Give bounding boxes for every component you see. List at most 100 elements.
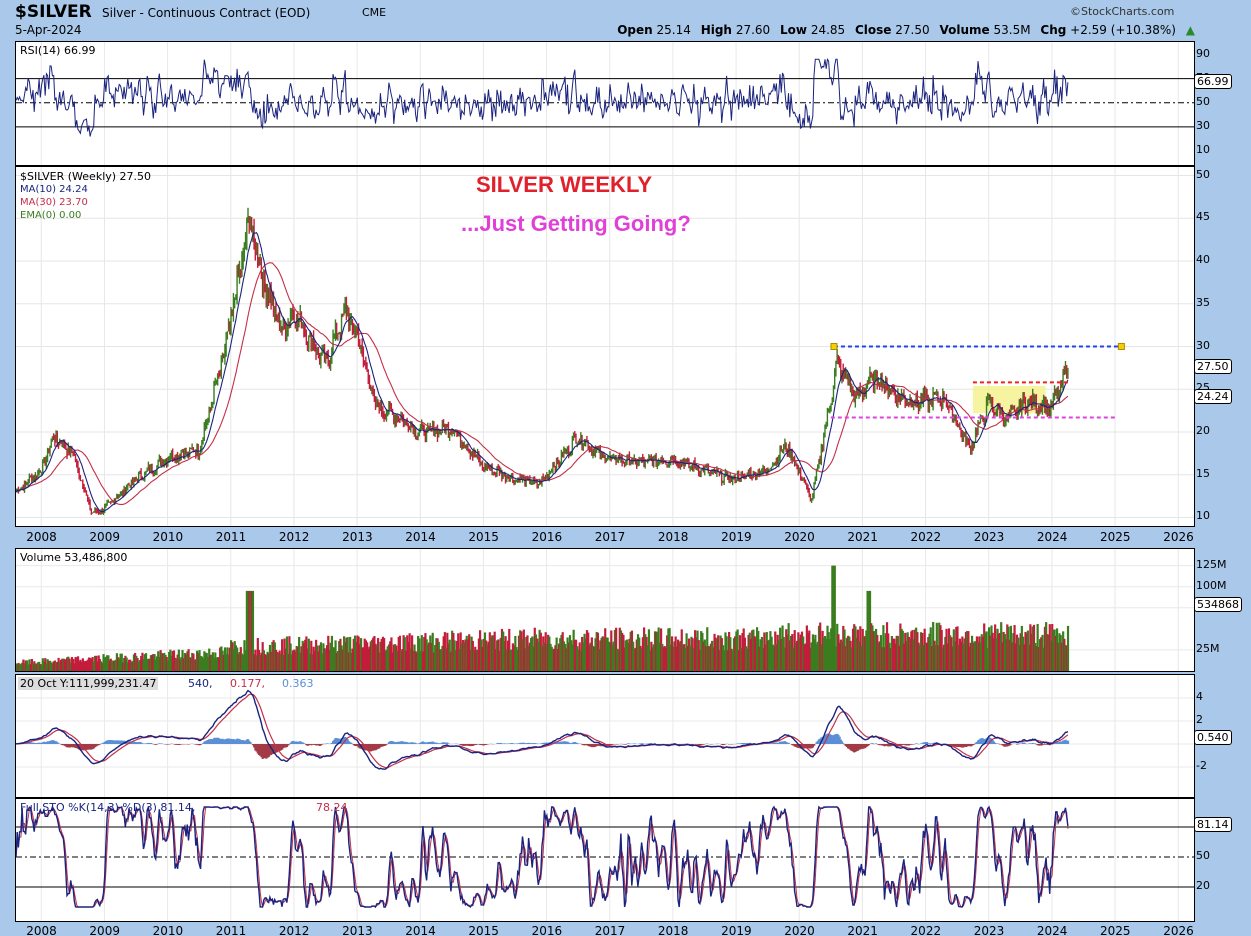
macd-hist-bar xyxy=(568,743,572,744)
macd-hist-bar xyxy=(747,743,750,744)
volume-bar xyxy=(1035,646,1038,671)
macd-hist-bar xyxy=(500,743,504,744)
volume-bar xyxy=(621,632,624,671)
macd-hist-bar xyxy=(198,744,201,746)
volume-bar xyxy=(119,653,122,671)
volume-bar xyxy=(35,663,38,671)
low-value: 24.85 xyxy=(810,23,846,37)
macd-hist-bar xyxy=(38,742,41,744)
macd-plot xyxy=(16,675,1194,797)
volume-bar xyxy=(132,654,136,671)
year-tick: 2025 xyxy=(1100,530,1131,544)
macd-hist-bar xyxy=(1006,744,1009,747)
volume-bar xyxy=(568,635,572,671)
macd-hist-bar xyxy=(259,744,262,756)
volume-bar xyxy=(317,651,320,671)
volume-bar xyxy=(64,660,68,671)
volume-bar xyxy=(75,657,78,671)
volume-bar xyxy=(892,638,895,671)
volume-bar xyxy=(946,643,949,671)
volume-bar xyxy=(85,661,88,671)
volume-bar xyxy=(462,639,465,671)
macd-hist-bar xyxy=(957,744,960,748)
macd-hist-bar xyxy=(561,741,564,744)
macd-hist-bar xyxy=(519,742,522,744)
volume-bar xyxy=(596,632,600,671)
macd-hist-bar xyxy=(80,744,83,751)
macd-hist-bar xyxy=(787,742,790,744)
macd-hist-bar xyxy=(521,742,524,744)
volume-bar xyxy=(625,639,629,671)
macd-hist-bar xyxy=(649,743,652,744)
volume-bar xyxy=(711,640,714,671)
volume-bar xyxy=(18,663,21,671)
macd-hist-bar xyxy=(214,737,217,744)
macd-hist-bar xyxy=(845,744,849,748)
macd-hist-bar xyxy=(1059,741,1062,744)
macd-hist-bar xyxy=(1043,744,1047,745)
volume-bar xyxy=(743,637,747,671)
year-tick: 2013 xyxy=(342,530,373,544)
year-tick: 2008 xyxy=(26,530,57,544)
macd-hist-bar xyxy=(922,742,925,744)
macd-hist-bar xyxy=(777,742,781,744)
volume-bar xyxy=(1057,642,1060,671)
year-tick: 2026 xyxy=(1163,530,1194,544)
volume-bar xyxy=(36,662,40,671)
volume-bar xyxy=(911,630,914,671)
volume-bar xyxy=(28,659,31,671)
year-tick: 2017 xyxy=(594,924,626,936)
volume-bar xyxy=(1025,633,1028,671)
volume-bar xyxy=(1036,623,1039,671)
volume-bar xyxy=(950,637,953,671)
volume-bar xyxy=(500,628,504,671)
volume-bar xyxy=(436,638,439,671)
volume-bar xyxy=(814,634,817,671)
macd-hist-bar xyxy=(406,742,409,744)
volume-bar xyxy=(153,654,156,671)
volume-bar xyxy=(685,633,688,671)
volume-bar xyxy=(372,637,375,671)
volume-bar xyxy=(449,651,453,671)
volume-bar xyxy=(836,623,839,671)
macd-hist-bar xyxy=(35,743,38,744)
volume-bar xyxy=(86,659,89,671)
year-tick: 2009 xyxy=(89,530,120,544)
volume-bar xyxy=(1030,633,1033,671)
volume-bar xyxy=(974,641,977,671)
volume-bar xyxy=(1062,631,1065,671)
low-label: Low xyxy=(780,23,807,37)
volume-bar xyxy=(730,648,733,671)
volume-bar xyxy=(328,649,331,671)
volume-bar xyxy=(155,656,159,671)
volume-bar xyxy=(21,662,24,671)
macd-hist-bar xyxy=(611,744,614,745)
macd-hist-bar xyxy=(260,744,263,758)
volume-bar xyxy=(830,628,833,671)
volume-bar xyxy=(791,634,794,671)
sto-panel: Full STO %K(14,3) %D(3) 81.14, 78.24 xyxy=(15,798,1195,922)
volume-bar xyxy=(630,630,634,671)
volume-bar xyxy=(229,640,233,671)
macd-hist-bar xyxy=(361,744,364,750)
macd-hist-bar xyxy=(460,744,463,746)
volume-bar xyxy=(392,644,395,671)
volume-bar xyxy=(61,658,64,671)
macd-hist-bar xyxy=(107,740,110,744)
macd-hist-bar xyxy=(983,739,986,744)
macd-hist-bar xyxy=(231,739,234,744)
volume-bar xyxy=(839,639,842,671)
volume-bar xyxy=(749,638,753,671)
brand-logo[interactable]: ©StockCharts.com xyxy=(1070,5,1175,18)
macd-hist-bar xyxy=(73,744,76,748)
volume-bar xyxy=(104,656,108,671)
macd-hist-bar xyxy=(187,744,190,745)
volume-bar xyxy=(271,642,274,671)
macd-hist-bar xyxy=(119,740,122,744)
volume-bar xyxy=(969,642,972,671)
volume-bar xyxy=(1026,630,1030,671)
volume-bar xyxy=(481,646,484,671)
volume-bar xyxy=(670,636,674,671)
volume-bar xyxy=(477,638,480,671)
volume-bar xyxy=(97,655,100,671)
